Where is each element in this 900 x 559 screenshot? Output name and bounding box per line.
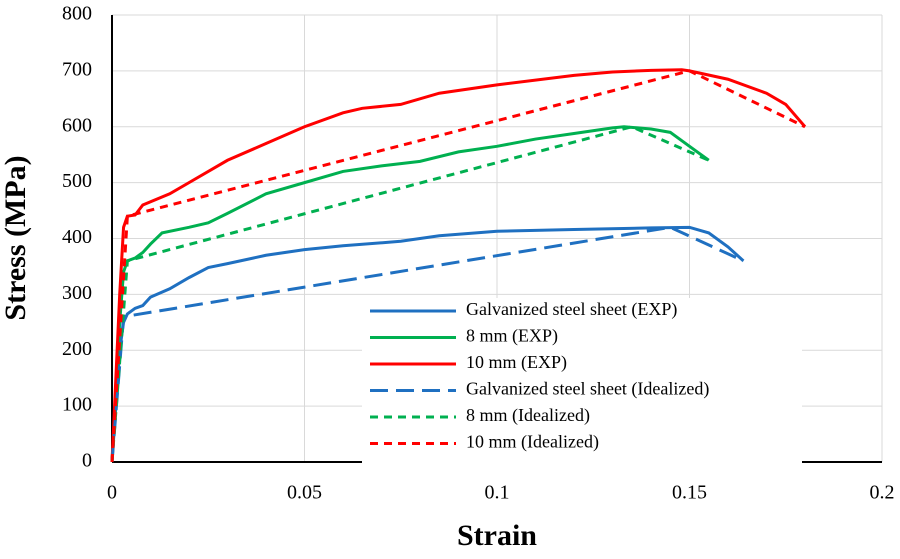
x-tick-label: 0.2 <box>870 482 895 504</box>
y-tick-label: 300 <box>62 282 92 304</box>
y-tick-label: 100 <box>62 394 92 416</box>
y-axis-label: Stress (MPa) <box>0 155 32 320</box>
legend-label: Galvanized steel sheet (EXP) <box>466 299 677 320</box>
legend-label: 10 mm (Idealized) <box>466 432 599 453</box>
legend-label: 8 mm (EXP) <box>466 326 558 347</box>
y-tick-label: 500 <box>62 170 92 192</box>
legend-label: Galvanized steel sheet (Idealized) <box>466 379 709 400</box>
legend-label: 10 mm (EXP) <box>466 352 567 373</box>
legend-background <box>362 298 802 465</box>
y-tick-label: 0 <box>82 450 92 472</box>
y-tick-label: 200 <box>62 338 92 360</box>
y-tick-label: 400 <box>62 226 92 248</box>
y-tick-label: 700 <box>62 58 92 80</box>
x-tick-label: 0.15 <box>672 482 707 504</box>
legend-label: 8 mm (Idealized) <box>466 405 590 426</box>
series-line <box>110 69 806 463</box>
x-tick-label: 0.05 <box>287 482 322 504</box>
y-tick-label: 800 <box>62 3 92 25</box>
x-axis-label: Strain <box>457 519 537 552</box>
series-line <box>110 225 745 463</box>
legend: Galvanized steel sheet (EXP) 8 mm (EXP) 10… <box>362 298 802 465</box>
x-tick-label: 0 <box>107 482 117 504</box>
y-tick-label: 600 <box>62 114 92 136</box>
x-tick-label: 0.1 <box>485 482 510 504</box>
